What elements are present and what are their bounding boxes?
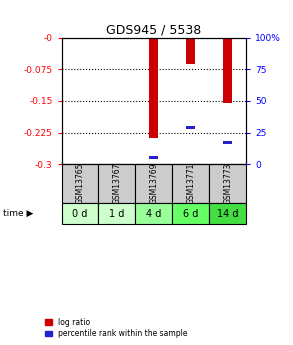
Text: 0 d: 0 d [72,209,88,219]
Text: 6 d: 6 d [183,209,198,219]
Bar [62,203,98,224]
Title: GDS945 / 5538: GDS945 / 5538 [106,24,202,37]
Text: GSM13773: GSM13773 [223,163,232,204]
Bar [209,164,246,203]
Text: time ▶: time ▶ [3,209,33,218]
Text: GSM13767: GSM13767 [113,163,121,204]
Bar [186,38,195,65]
Bar [186,126,195,129]
Bar [172,203,209,224]
Bar [135,164,172,203]
Bar [209,203,246,224]
Bar [149,38,159,138]
Bar [62,164,98,203]
Bar [172,164,209,203]
Text: 4 d: 4 d [146,209,161,219]
Bar [98,164,135,203]
Text: 1 d: 1 d [109,209,125,219]
Legend: log ratio, percentile rank within the sample: log ratio, percentile rank within the sa… [42,315,190,341]
Text: GSM13769: GSM13769 [149,163,158,204]
Text: 14 d: 14 d [217,209,239,219]
Bar [98,203,135,224]
Text: GSM13765: GSM13765 [76,163,84,204]
Text: GSM13771: GSM13771 [186,163,195,204]
Bar [135,203,172,224]
Bar [223,38,232,103]
Bar [223,141,232,144]
Bar [149,156,159,159]
